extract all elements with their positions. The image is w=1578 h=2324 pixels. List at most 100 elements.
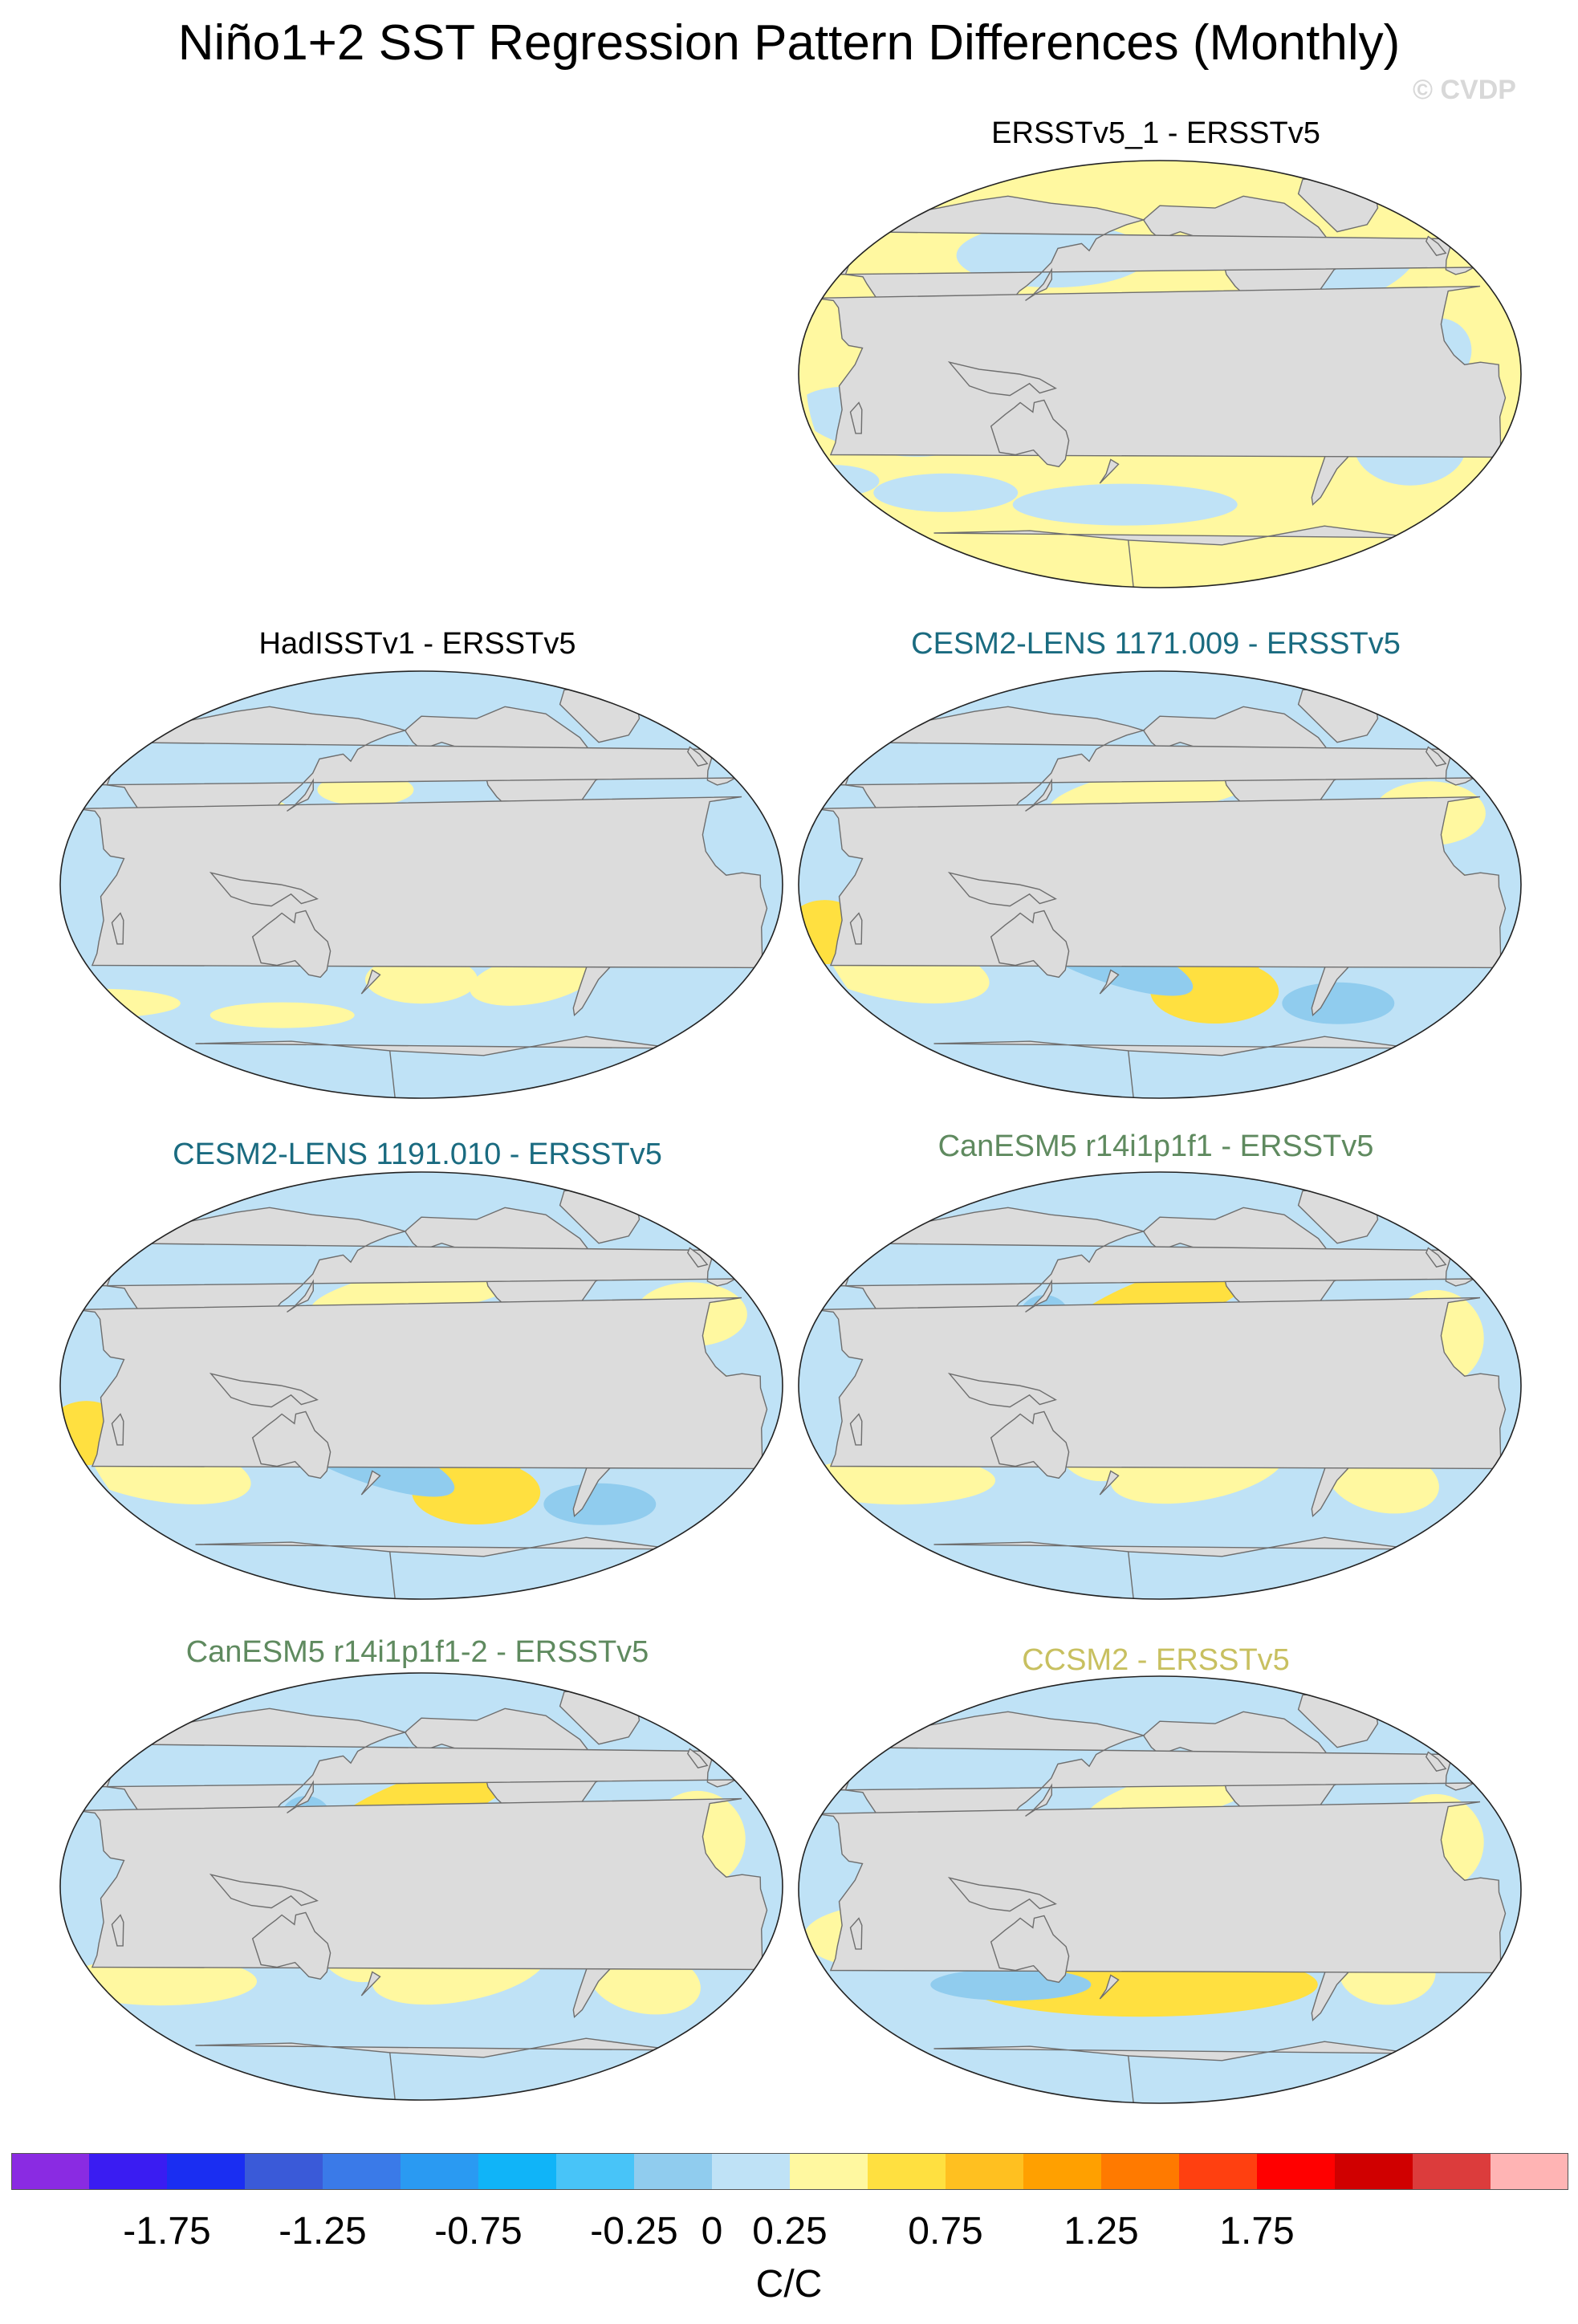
anomaly-region — [365, 955, 478, 1004]
colorbar-swatch — [556, 2153, 635, 2190]
landmass-new-zealand — [1099, 969, 1120, 995]
landmass-antarctica — [933, 1036, 1415, 1098]
landmass-madagascar — [849, 401, 863, 434]
colorbar-swatch — [1257, 2153, 1336, 2190]
landmass-madagascar — [111, 912, 124, 945]
landmass-indonesia — [947, 361, 1057, 397]
colorbar-swatch — [245, 2153, 323, 2190]
panel-title-ersstv5-1: ERSSTv5_1 - ERSSTv5 — [991, 116, 1320, 150]
map-border — [59, 670, 783, 1099]
landmass-japan — [287, 778, 315, 812]
colorbar-tick-label: 0.75 — [908, 2210, 983, 2253]
landmass-japan — [1025, 778, 1053, 812]
landmass-new-zealand — [360, 969, 381, 995]
landmass-africa — [815, 1296, 1507, 1470]
colorbar-swatch — [1335, 2153, 1413, 2190]
colorbar-tick-label: 0 — [701, 2210, 723, 2253]
landmass-uk — [686, 1247, 709, 1268]
landmass-japan — [1025, 267, 1053, 301]
landmass-antarctica — [933, 525, 1415, 588]
map-border — [798, 1171, 1522, 1600]
landmass-japan — [287, 1780, 315, 1813]
colorbar-swatch — [1413, 2153, 1491, 2190]
landmass-africa — [815, 796, 1507, 969]
colorbar-swatch — [1101, 2153, 1180, 2190]
anomaly-region — [873, 473, 1019, 512]
landmass-japan — [1025, 1279, 1053, 1313]
landmass-new-zealand — [1099, 458, 1120, 484]
anomaly-region — [543, 1483, 657, 1525]
colorbar-swatch — [1023, 2153, 1102, 2190]
map-ersstv5-1 — [796, 160, 1522, 588]
panel-title-canesm5-r14: CanESM5 r14i1p1f1 - ERSSTv5 — [937, 1129, 1374, 1163]
landmass-madagascar — [849, 1917, 863, 1950]
landmass-new-zealand — [1099, 1470, 1120, 1496]
landmass-japan — [1025, 1783, 1053, 1817]
anomaly-region — [209, 1002, 355, 1028]
colorbar-tick-label: 1.25 — [1064, 2210, 1139, 2253]
landmass-new-zealand — [360, 1971, 381, 1996]
colorbar — [11, 2153, 1568, 2190]
landmass-indonesia — [209, 1874, 319, 1909]
colorbar-swatch — [1179, 2153, 1258, 2190]
anomaly-region — [1012, 483, 1238, 526]
map-canesm5-r14 — [798, 1171, 1522, 1600]
colorbar-tick-label: -1.75 — [123, 2210, 211, 2253]
map-border — [59, 1672, 783, 2101]
landmass-madagascar — [849, 1413, 863, 1446]
colorbar-swatch — [868, 2153, 946, 2190]
anomaly-region — [803, 1456, 995, 1505]
landmass-antarctica — [933, 1536, 1415, 1599]
landmass-uk — [1425, 746, 1447, 767]
panel-title-ccsm2: CCSM2 - ERSSTv5 — [1022, 1643, 1290, 1677]
landmass-antarctica — [195, 1536, 677, 1599]
landmass-indonesia — [209, 872, 319, 907]
map-cesm2-1191 — [59, 1171, 783, 1600]
map-ccsm2 — [798, 1675, 1522, 2104]
anomaly-region — [64, 1957, 257, 2006]
anomaly-region — [930, 1968, 1092, 2001]
landmass-indonesia — [947, 1877, 1057, 1912]
landmass-antarctica — [195, 2037, 677, 2100]
landmass-australia — [990, 1915, 1070, 1984]
colorbar-tick-label: -0.25 — [590, 2210, 678, 2253]
map-border — [798, 160, 1522, 588]
landmass-australia — [251, 1911, 331, 1980]
landmass-new-zealand — [1099, 1974, 1120, 2000]
landmass-madagascar — [849, 912, 863, 945]
main-title: Niño1+2 SST Regression Pattern Differenc… — [177, 15, 1401, 71]
map-cesm2-1171 — [798, 670, 1522, 1099]
colorbar-swatch — [167, 2153, 246, 2190]
landmass-uk — [686, 1748, 709, 1768]
landmass-africa — [76, 1797, 768, 1971]
landmass-africa — [815, 1801, 1507, 1974]
landmass-africa — [76, 1296, 768, 1470]
colorbar-swatch — [478, 2153, 557, 2190]
colorbar-swatch — [712, 2153, 791, 2190]
panel-title-canesm5-r14-2: CanESM5 r14i1p1f1-2 - ERSSTv5 — [185, 1635, 649, 1669]
colorbar-swatch — [634, 2153, 713, 2190]
landmass-australia — [990, 399, 1070, 468]
colorbar-swatch — [11, 2153, 90, 2190]
landmass-australia — [990, 1410, 1070, 1479]
colorbar-swatch — [946, 2153, 1024, 2190]
landmass-uk — [1425, 1247, 1447, 1268]
landmass-australia — [990, 910, 1070, 979]
watermark: © CVDP — [1413, 75, 1516, 105]
colorbar-swatch — [89, 2153, 168, 2190]
landmass-antarctica — [933, 2041, 1415, 2103]
colorbar-swatch — [1491, 2153, 1568, 2190]
colorbar-swatch — [401, 2153, 479, 2190]
landmass-indonesia — [947, 872, 1057, 907]
panel-title-cesm2-1171: CESM2-LENS 1171.009 - ERSSTv5 — [911, 627, 1401, 661]
map-canesm5-r14-2 — [59, 1672, 783, 2101]
map-border — [798, 670, 1522, 1099]
map-border — [59, 1171, 783, 1600]
colorbar-units: C/C — [755, 2263, 823, 2306]
colorbar-tick-label: 0.25 — [752, 2210, 828, 2253]
map-hadisstv1 — [59, 670, 783, 1099]
landmass-uk — [1425, 1751, 1447, 1772]
colorbar-tick-label: 1.75 — [1219, 2210, 1295, 2253]
landmass-australia — [251, 1410, 331, 1479]
landmass-madagascar — [111, 1413, 124, 1446]
